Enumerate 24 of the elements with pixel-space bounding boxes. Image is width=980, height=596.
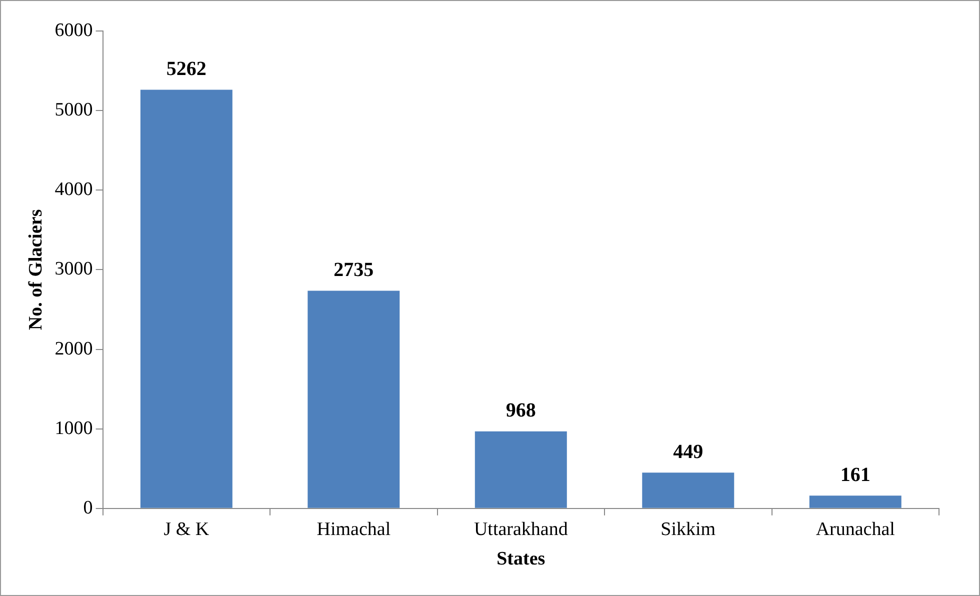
data-label: 449 [673,440,704,463]
data-label: 5262 [166,58,206,80]
x-tick-label: Sikkim [660,518,716,540]
bar [140,90,232,508]
bar [474,431,567,508]
data-label: 161 [840,464,870,486]
y-tick-label: 2000 [54,338,93,360]
x-tick-label: J & K [164,518,210,540]
x-tick-label: Arunachal [816,518,895,540]
x-tick-label: Himachal [316,518,391,540]
x-axis-title: States [496,548,546,570]
y-tick-label: 1000 [54,418,93,439]
y-tick-label: 3000 [54,258,93,280]
y-tick-label: 0 [83,497,93,518]
bar [308,290,400,508]
data-label: 968 [506,400,536,422]
data-label: 2735 [334,258,374,281]
y-tick-label: 6000 [54,20,93,41]
y-tick-label: 4000 [54,179,93,200]
x-tick-label: Uttarakhand [474,518,568,540]
y-axis-title: No. of Glaciers [25,209,46,330]
bar [642,472,734,508]
y-tick-label: 5000 [54,100,93,121]
bar [809,496,902,508]
